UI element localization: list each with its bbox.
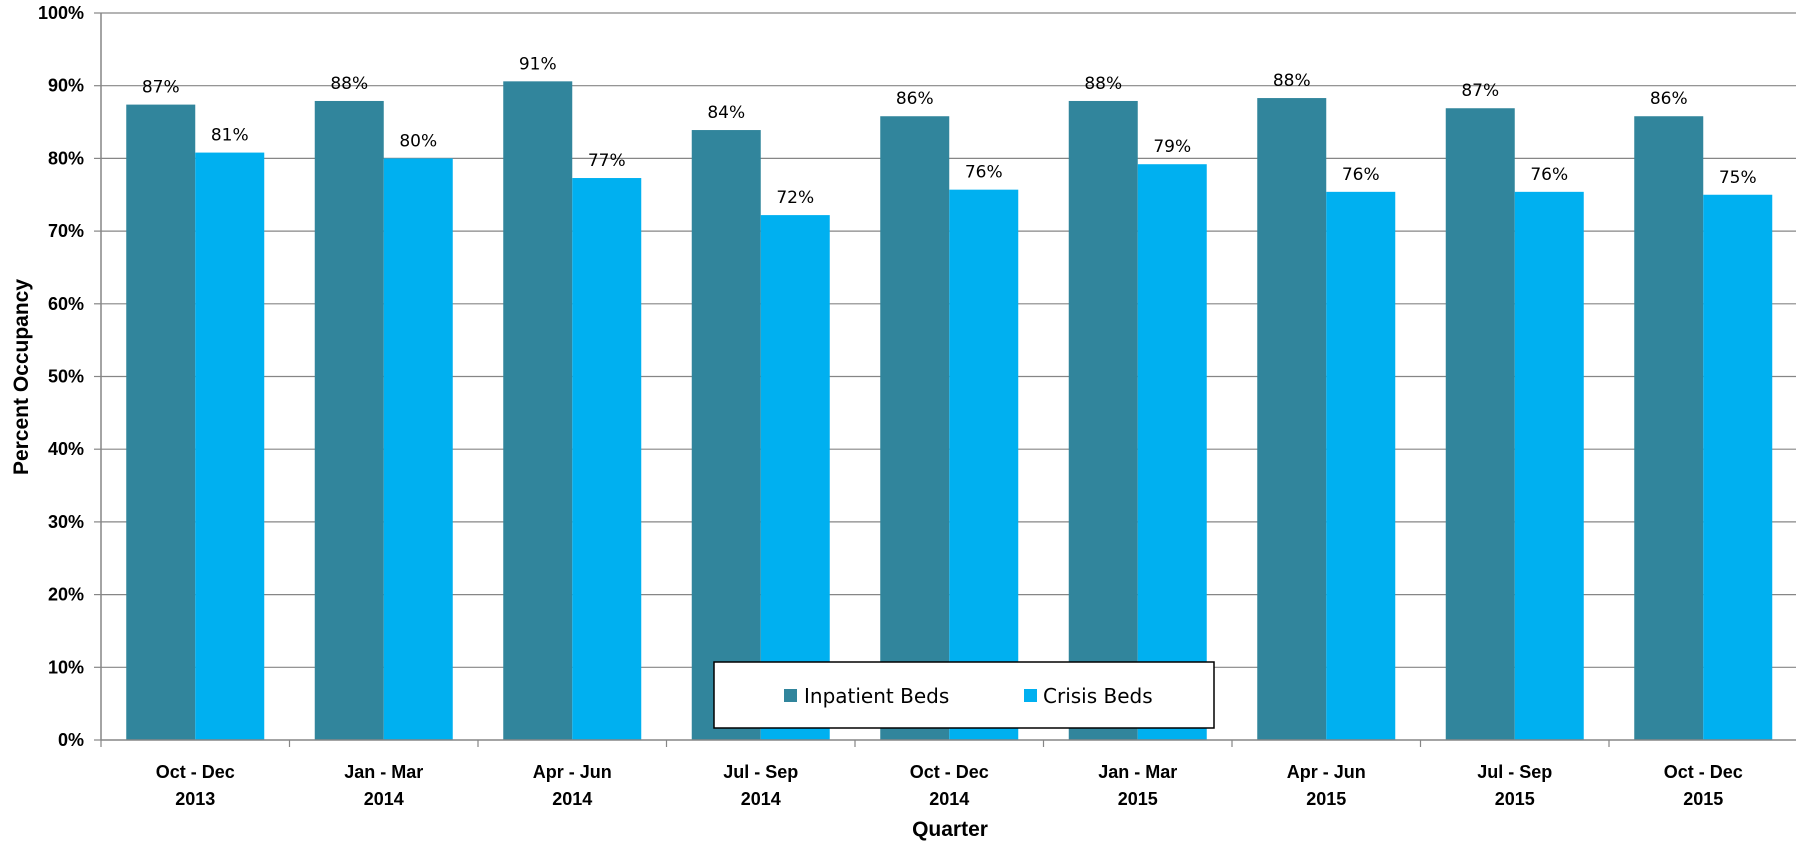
legend-label-crisis-beds: Crisis Beds — [1043, 684, 1153, 708]
x-tick-label-year: 2014 — [741, 789, 781, 809]
axes: 0% 10% 20% 30% 40% 50% 60% 70% 80% 90% 100% Oct - D… — [38, 3, 1796, 809]
x-tick-label: Jan - Mar — [1098, 762, 1177, 782]
data-label: 84% — [707, 103, 745, 123]
y-tick-label: 80% — [48, 148, 84, 168]
bars — [126, 81, 1773, 741]
legend: Inpatient Beds Crisis Beds — [713, 661, 1215, 729]
bar-inpatient-beds — [126, 104, 196, 741]
bar-crisis-beds — [572, 178, 642, 741]
bar-inpatient-beds — [1257, 98, 1327, 740]
x-tick-label: Apr - Jun — [1287, 762, 1366, 782]
data-label: 81% — [211, 126, 249, 146]
x-tick-label: Oct - Dec — [156, 762, 235, 782]
bar-crisis-beds — [195, 152, 265, 741]
data-label: 88% — [1084, 74, 1122, 94]
y-tick-label: 70% — [48, 221, 84, 241]
y-tick-label: 20% — [48, 585, 84, 605]
data-label: 87% — [142, 78, 180, 98]
data-label: 86% — [1650, 89, 1688, 109]
bar-crisis-beds — [383, 158, 453, 740]
data-label: 77% — [588, 151, 626, 171]
x-tick-label: Jan - Mar — [344, 762, 423, 782]
x-tick-label: Oct - Dec — [910, 762, 989, 782]
x-tick-label: Jul - Sep — [1477, 762, 1552, 782]
x-tick-label: Oct - Dec — [1664, 762, 1743, 782]
y-axis-title: Percent Occupancy — [10, 279, 33, 475]
legend-swatch-crisis-beds — [1024, 689, 1037, 702]
bar-crisis-beds — [949, 189, 1019, 740]
data-label: 76% — [1530, 165, 1568, 185]
y-tick-label: 30% — [48, 512, 84, 532]
legend-box — [713, 661, 1215, 729]
legend-swatch-inpatient-beds — [784, 689, 797, 702]
data-label: 76% — [965, 163, 1003, 183]
data-label: 80% — [399, 131, 437, 151]
bar-inpatient-beds — [314, 100, 384, 741]
x-axis-title: Quarter — [912, 818, 988, 841]
x-tick-label-year: 2013 — [175, 789, 215, 809]
y-tick-label: 100% — [38, 3, 84, 23]
legend-label-inpatient-beds: Inpatient Beds — [804, 684, 949, 708]
x-tick-label: Jul - Sep — [723, 762, 798, 782]
bar-inpatient-beds — [880, 116, 950, 740]
y-tick-label: 60% — [48, 294, 84, 314]
x-tick-label-year: 2015 — [1683, 789, 1723, 809]
data-labels: 87% 88% 91% 84% 86% 88% 88% 87% 86% 81% 80% 77% 72% 7… — [142, 54, 1757, 208]
data-label: 76% — [1342, 165, 1380, 185]
bar-crisis-beds — [1703, 194, 1773, 740]
x-tick-label-year: 2015 — [1118, 789, 1158, 809]
data-label: 87% — [1461, 81, 1499, 101]
bar-crisis-beds — [1326, 191, 1396, 741]
data-label: 86% — [896, 89, 934, 109]
y-tick-label: 10% — [48, 657, 84, 677]
x-tick-label-year: 2014 — [552, 789, 592, 809]
bar-crisis-beds — [1514, 191, 1584, 741]
data-label: 75% — [1719, 168, 1757, 188]
bar-inpatient-beds — [1634, 116, 1704, 740]
y-tick-label: 90% — [48, 76, 84, 96]
data-label: 79% — [1153, 137, 1191, 157]
bar-inpatient-beds — [1445, 108, 1515, 740]
y-tick-label: 0% — [58, 730, 84, 750]
bar-crisis-beds — [760, 215, 830, 740]
x-tick-label-year: 2015 — [1495, 789, 1535, 809]
data-label: 88% — [330, 74, 368, 94]
x-tick-label: Apr - Jun — [533, 762, 612, 782]
y-tick-label: 40% — [48, 439, 84, 459]
data-label: 88% — [1273, 71, 1311, 91]
data-label: 91% — [519, 54, 557, 74]
bar-inpatient-beds — [1068, 100, 1138, 741]
x-tick-label-year: 2015 — [1306, 789, 1346, 809]
x-tick-label-year: 2014 — [364, 789, 404, 809]
bar-crisis-beds — [1137, 164, 1207, 740]
y-tick-label: 50% — [48, 367, 84, 387]
x-tick-label-year: 2014 — [929, 789, 969, 809]
data-label: 72% — [776, 188, 814, 208]
bar-inpatient-beds — [503, 81, 573, 740]
bar-inpatient-beds — [691, 130, 761, 740]
